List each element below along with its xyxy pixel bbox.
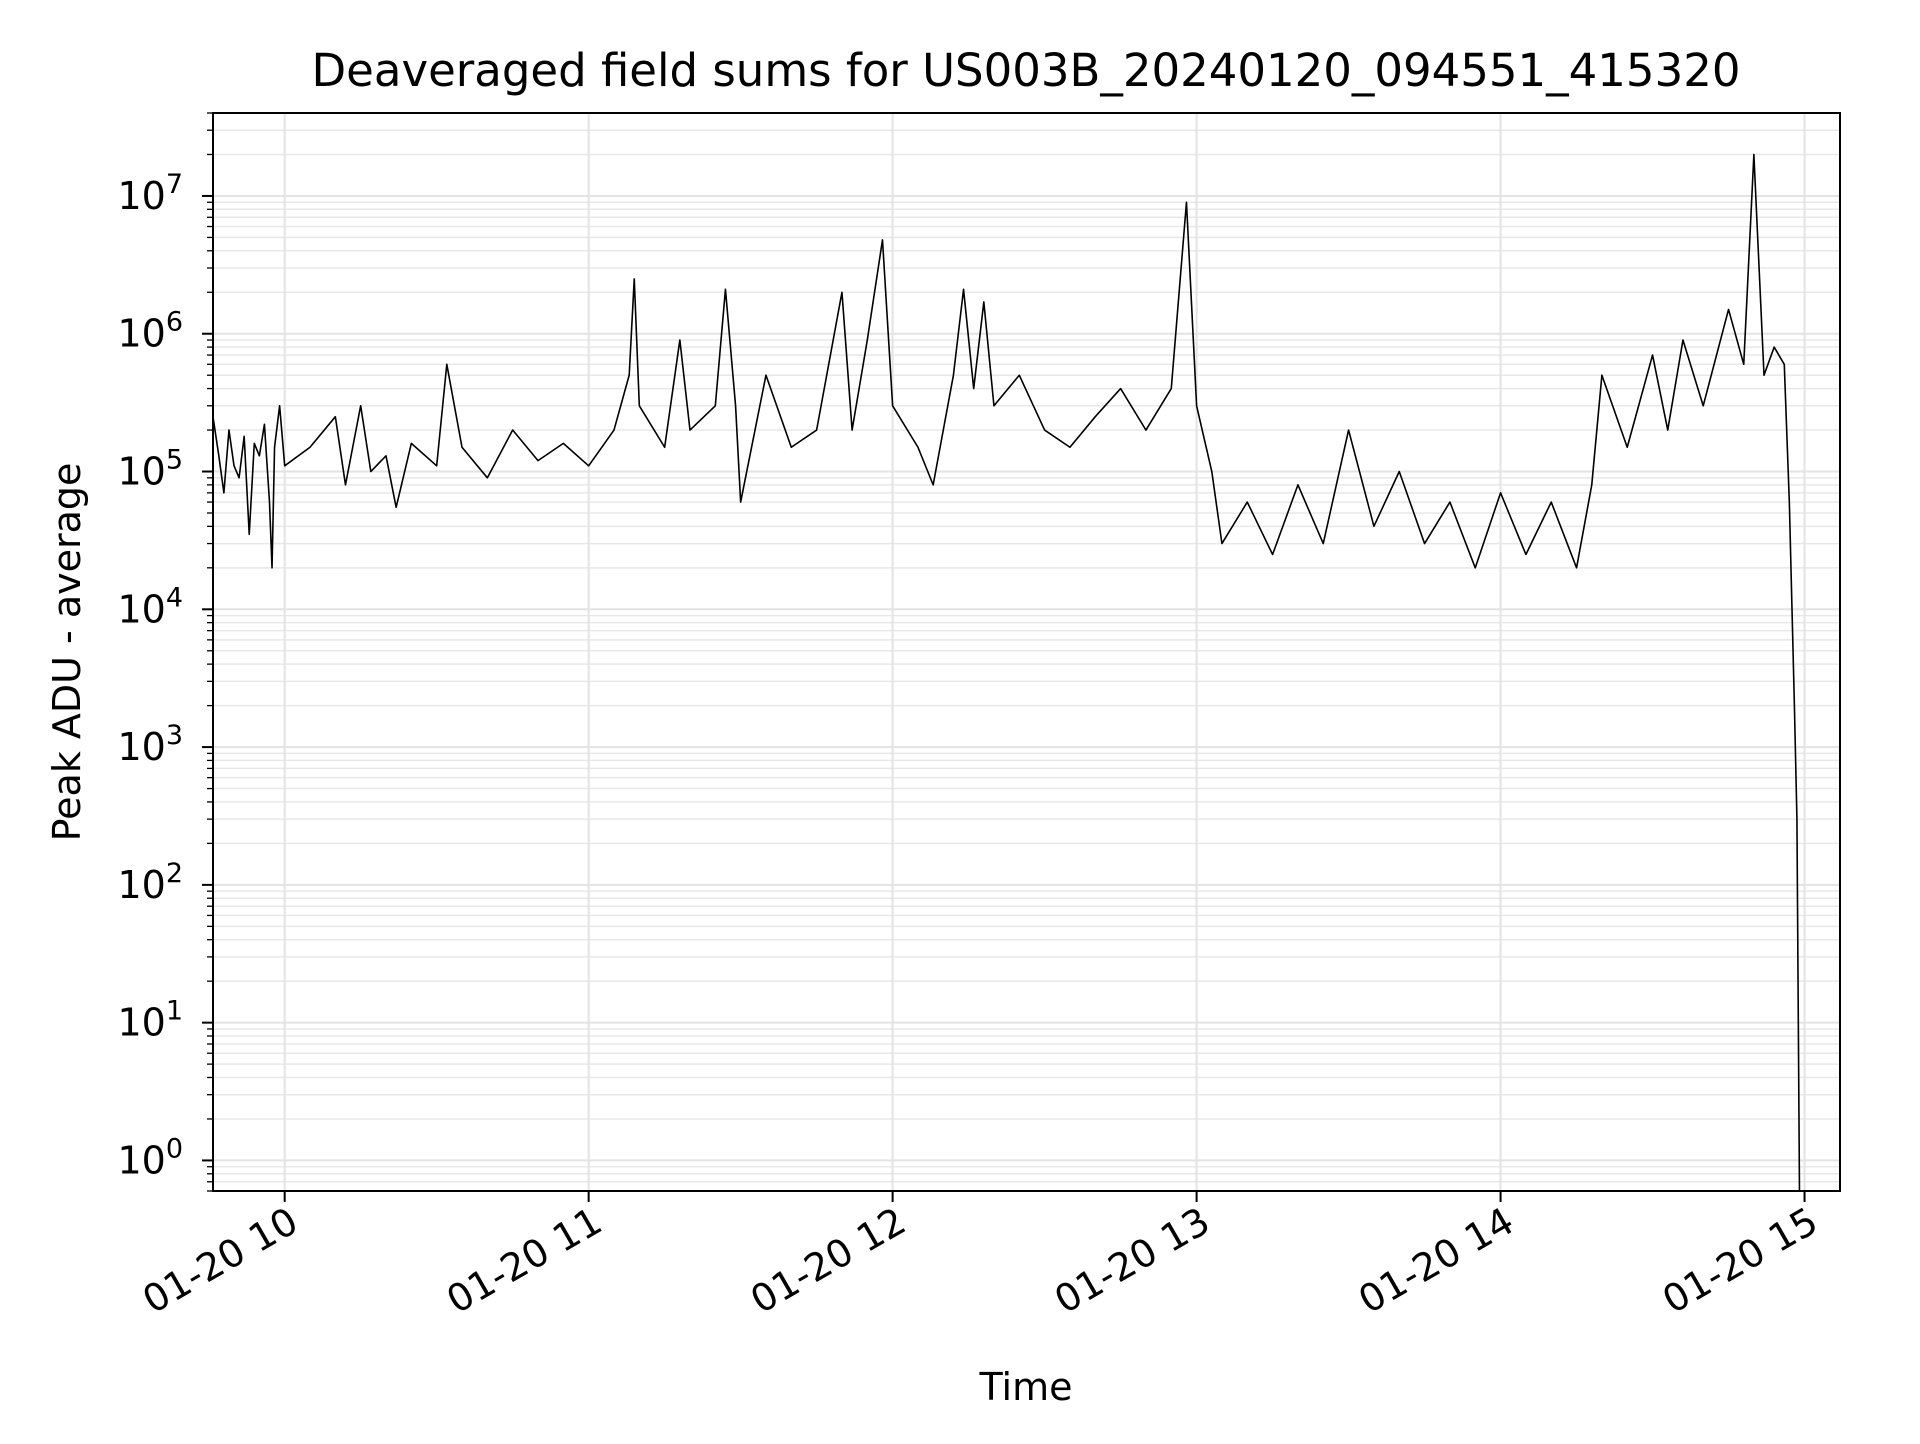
x-axis-label: Time	[979, 1365, 1073, 1409]
series-layer	[212, 153, 1801, 1192]
plot-area-frame	[212, 112, 1841, 1192]
y-tick-label: 102	[117, 858, 183, 907]
y-axis-label: Peak ADU - average	[45, 463, 89, 842]
y-tick-label: 100	[117, 1133, 183, 1182]
y-tick-label: 104	[117, 582, 183, 631]
series-line	[212, 153, 1801, 1192]
y-tick-label: 107	[117, 169, 183, 218]
y-tick-label: 103	[117, 720, 183, 769]
y-tick-label: 105	[117, 445, 183, 494]
grid-layer	[213, 112, 1840, 1192]
y-tick-label: 106	[117, 307, 183, 356]
chart-title: Deaveraged field sums for US003B_2024012…	[312, 44, 1741, 97]
y-tick-label: 101	[117, 996, 183, 1045]
